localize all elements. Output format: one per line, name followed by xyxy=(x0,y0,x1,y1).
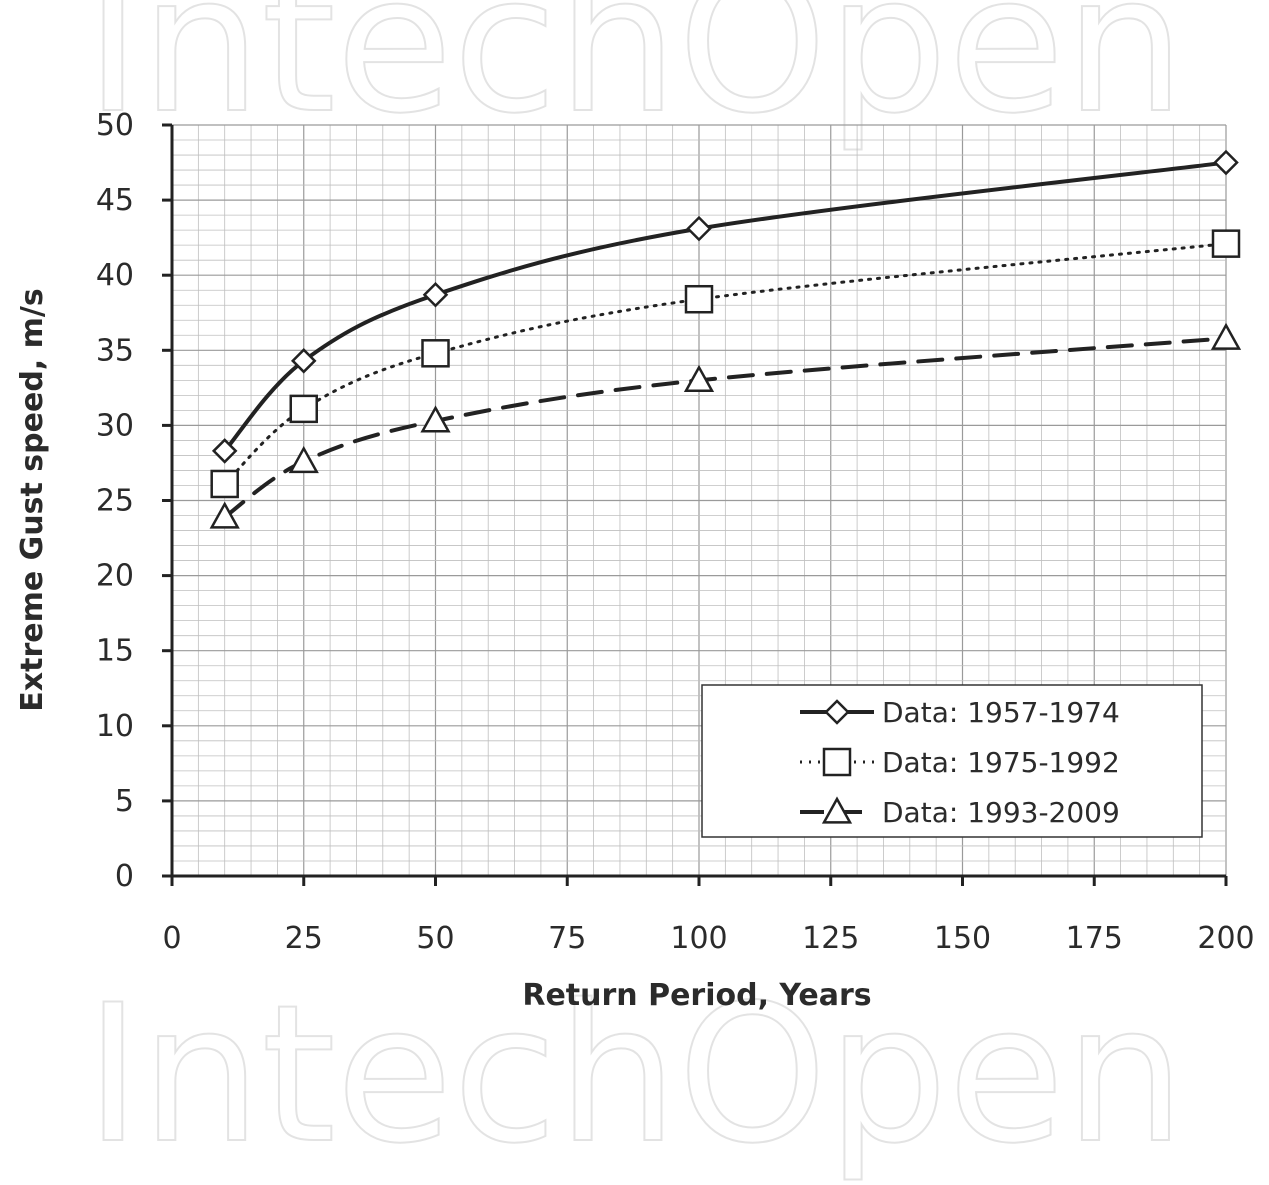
square-marker xyxy=(1211,229,1241,258)
y-tick-label: 5 xyxy=(115,784,134,819)
watermark-bottom: IntechOpen xyxy=(85,964,1185,1185)
legend-label: Data: 1957-1974 xyxy=(882,696,1120,729)
watermark: IntechOpen IntechOpen xyxy=(84,0,1186,1185)
y-tick-label: 35 xyxy=(96,333,134,368)
legend-label: Data: 1975-1992 xyxy=(882,746,1120,779)
x-tick-label: 100 xyxy=(670,921,727,956)
legend-entry: Data: 1975-1992 xyxy=(800,746,1120,779)
square-marker xyxy=(684,284,714,314)
legend-box xyxy=(701,684,1203,838)
x-tick-label: 25 xyxy=(285,921,323,956)
triangle-marker xyxy=(209,501,240,529)
triangle-marker xyxy=(683,364,715,392)
tick-labels: 0 25 50 75 100 125 150 175 200 0 5 10 15 20 25 30 35 40 45… xyxy=(96,108,1255,956)
diamond-marker xyxy=(211,438,238,464)
series-3 xyxy=(209,322,1242,529)
y-tick-label: 30 xyxy=(96,408,134,443)
diamond-marker xyxy=(824,699,850,725)
series-2 xyxy=(210,229,1241,499)
watermark-top: IntechOpen xyxy=(85,0,1185,155)
legend-entry: Data: 1957-1974 xyxy=(800,696,1120,729)
x-tick-label: 75 xyxy=(548,921,586,956)
y-axis-title: Extreme Gust speed, m/s xyxy=(15,288,50,711)
square-marker xyxy=(210,469,239,499)
square-marker xyxy=(822,747,852,777)
series-1 xyxy=(211,149,1239,464)
y-tick-label: 15 xyxy=(96,634,134,669)
square-marker xyxy=(289,394,318,424)
triangle-marker xyxy=(1210,322,1242,350)
legend-label: Data: 1993-2009 xyxy=(882,796,1120,829)
data-series xyxy=(209,149,1242,529)
diamond-marker xyxy=(1213,149,1239,176)
triangle-marker xyxy=(420,405,451,433)
y-tick-label: 20 xyxy=(96,559,134,594)
x-tick-label: 125 xyxy=(802,921,859,956)
y-tick-label: 0 xyxy=(115,859,134,894)
diamond-marker xyxy=(422,281,449,308)
x-tick-label: 200 xyxy=(1197,921,1254,956)
y-tick-label: 10 xyxy=(96,709,134,744)
x-tick-label: 175 xyxy=(1066,921,1123,956)
y-tick-label: 40 xyxy=(96,258,134,293)
diamond-marker xyxy=(290,348,317,374)
legend-entry: Data: 1993-2009 xyxy=(800,796,1120,829)
triangle-marker xyxy=(288,445,319,474)
x-axis-title: Return Period, Years xyxy=(522,978,871,1013)
y-tick-label: 50 xyxy=(96,108,134,143)
x-tick-label: 150 xyxy=(934,921,991,956)
diamond-marker xyxy=(686,215,712,242)
square-marker xyxy=(421,339,450,368)
legend: Data: 1957-1974 Data: 1975-1992 Data: 1993… xyxy=(701,684,1203,838)
x-tick-label: 50 xyxy=(416,921,454,956)
x-tick-label: 0 xyxy=(162,921,181,956)
y-tick-label: 25 xyxy=(96,484,134,519)
triangle-marker xyxy=(821,796,853,824)
y-tick-label: 45 xyxy=(96,183,134,218)
